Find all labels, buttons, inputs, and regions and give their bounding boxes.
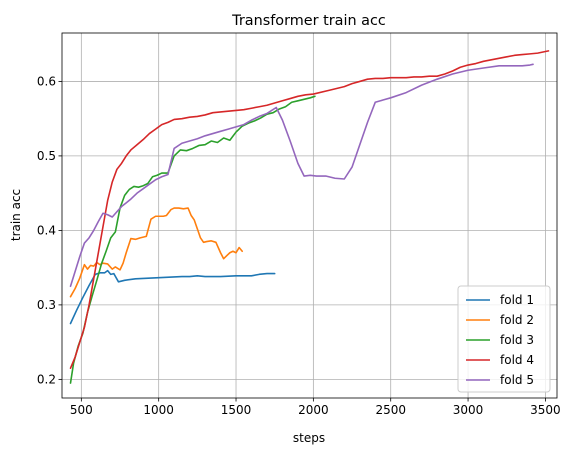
series-line-fold-5 (69, 63, 534, 288)
x-tick-label: 3000 (453, 403, 484, 417)
legend-label: fold 4 (500, 353, 534, 367)
y-axis-label: train acc (9, 189, 23, 241)
legend: fold 1 fold 2 fold 3 fold 4 fold 5 (457, 285, 551, 393)
legend-label: fold 2 (500, 313, 534, 327)
series-line-fold-1 (69, 269, 276, 325)
y-tick-label: 0.2 (37, 372, 56, 386)
legend-frame (457, 285, 551, 393)
series-line-fold-2 (69, 207, 244, 298)
x-tick-label: 1000 (143, 403, 174, 417)
x-tick-label: 500 (70, 403, 93, 417)
x-tick-label: 1500 (221, 403, 252, 417)
y-tick-label: 0.5 (37, 149, 56, 163)
series-line-fold-4 (69, 50, 550, 370)
series-lines (69, 50, 550, 384)
series-line-fold-3 (69, 95, 316, 384)
x-tick-label: 2000 (298, 403, 329, 417)
chart-title: Transformer train acc (231, 13, 386, 29)
y-tick-label: 0.6 (37, 74, 56, 88)
x-axis-label: steps (293, 431, 325, 445)
legend-label: fold 5 (500, 373, 534, 387)
legend-label: fold 3 (500, 333, 534, 347)
ticks: 500 1000 1500 2000 2500 3000 3500 0.2 0.3 0.4 0.5 0… (37, 74, 561, 417)
legend-label: fold 1 (500, 293, 534, 307)
x-tick-label: 2500 (375, 403, 406, 417)
y-tick-label: 0.3 (37, 298, 56, 312)
x-tick-label: 3500 (530, 403, 561, 417)
y-tick-label: 0.4 (37, 223, 56, 237)
axes-frame (61, 32, 558, 399)
